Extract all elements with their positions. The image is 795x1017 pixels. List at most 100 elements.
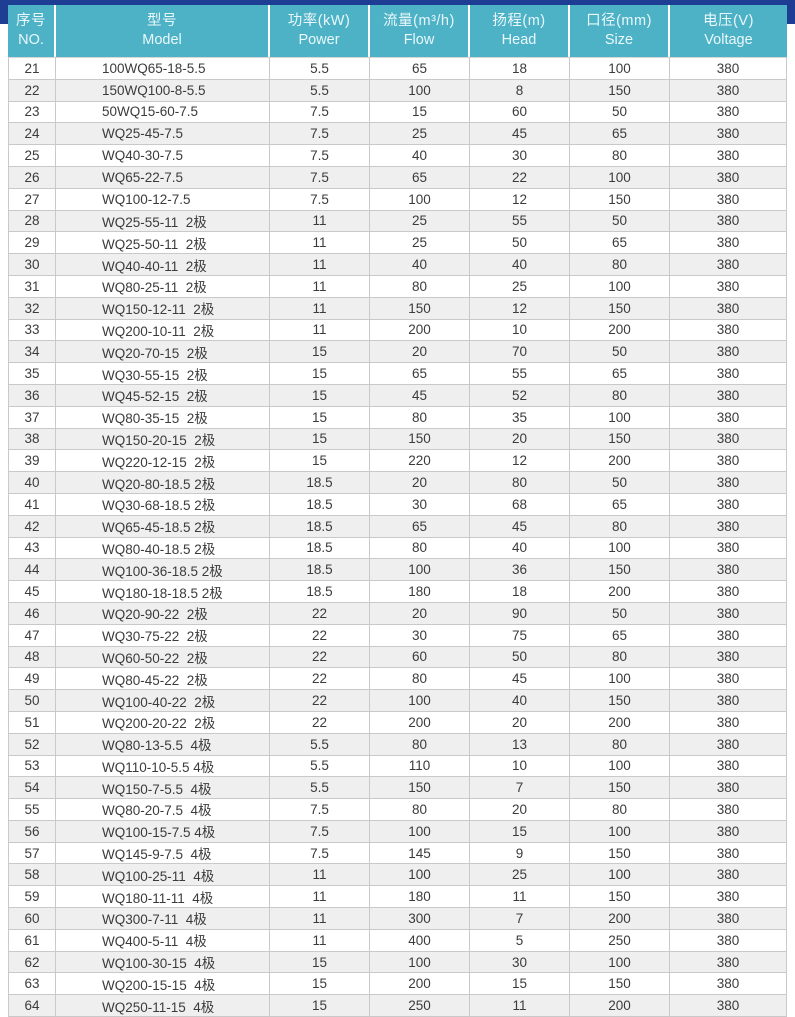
cell-size: 150: [570, 559, 670, 582]
cell-model: WQ80-13-5.5 4极: [56, 733, 270, 756]
cell-size: 150: [570, 297, 670, 320]
cell-no: 34: [8, 341, 56, 364]
table-row: 39 WQ220-12-15 2极 15 220 12 200 380: [8, 450, 787, 473]
cell-no: 40: [8, 472, 56, 494]
cell-voltage: 380: [670, 341, 787, 364]
cell-flow: 80: [370, 733, 470, 756]
cell-power: 22: [270, 602, 370, 625]
column-header-voltage-en: Voltage: [704, 32, 753, 48]
cell-head: 30: [470, 951, 570, 974]
cell-flow: 100: [370, 559, 470, 582]
cell-model: WQ25-45-7.5: [56, 123, 270, 146]
cell-voltage: 380: [670, 777, 787, 800]
cell-model: WQ65-22-7.5: [56, 166, 270, 189]
cell-flow: 145: [370, 842, 470, 865]
cell-flow: 30: [370, 493, 470, 516]
cell-model: WQ80-45-22 2极: [56, 668, 270, 691]
cell-power: 22: [270, 624, 370, 647]
cell-model: WQ145-9-7.5 4极: [56, 842, 270, 865]
cell-head: 7: [470, 908, 570, 930]
cell-model: WQ200-20-22 2极: [56, 711, 270, 734]
cell-voltage: 380: [670, 472, 787, 494]
cell-flow: 20: [370, 602, 470, 625]
cell-flow: 80: [370, 799, 470, 821]
cell-size: 100: [570, 57, 670, 80]
cell-power: 5.5: [270, 733, 370, 756]
cell-size: 150: [570, 690, 670, 712]
cell-power: 11: [270, 232, 370, 255]
cell-model: WQ20-80-18.5 2极: [56, 472, 270, 494]
table-row: 61 WQ400-5-11 4极 11 400 5 250 380: [8, 929, 787, 952]
column-header-voltage-cn: 电压(V): [703, 13, 754, 29]
cell-power: 15: [270, 428, 370, 451]
cell-voltage: 380: [670, 646, 787, 669]
cell-model: WQ400-5-11 4极: [56, 929, 270, 952]
cell-model: 50WQ15-60-7.5: [56, 101, 270, 124]
cell-voltage: 380: [670, 886, 787, 909]
cell-voltage: 380: [670, 537, 787, 560]
cell-flow: 150: [370, 777, 470, 800]
cell-flow: 20: [370, 472, 470, 494]
cell-power: 11: [270, 254, 370, 276]
cell-head: 22: [470, 166, 570, 189]
table-row: 45 WQ180-18-18.5 2极 18.5 180 18 200 380: [8, 581, 787, 603]
cell-model: WQ110-10-5.5 4极: [56, 755, 270, 778]
cell-no: 38: [8, 428, 56, 451]
cell-flow: 220: [370, 450, 470, 473]
cell-flow: 80: [370, 406, 470, 429]
cell-head: 11: [470, 995, 570, 1017]
cell-model: WQ180-11-11 4极: [56, 886, 270, 909]
table-row: 37 WQ80-35-15 2极 15 80 35 100 380: [8, 406, 787, 429]
cell-head: 20: [470, 799, 570, 821]
cell-size: 80: [570, 145, 670, 167]
table-row: 21 100WQ65-18-5.5 5.5 65 18 100 380: [8, 57, 787, 80]
cell-size: 50: [570, 341, 670, 364]
cell-model: WQ100-12-7.5: [56, 188, 270, 211]
cell-power: 7.5: [270, 799, 370, 821]
cell-flow: 65: [370, 363, 470, 385]
cell-model: WQ45-52-15 2极: [56, 384, 270, 407]
cell-voltage: 380: [670, 755, 787, 778]
cell-model: WQ100-15-7.5 4极: [56, 820, 270, 843]
cell-head: 52: [470, 384, 570, 407]
column-header-model: 型号 Model: [56, 5, 270, 57]
cell-no: 35: [8, 363, 56, 385]
table-row: 50 WQ100-40-22 2极 22 100 40 150 380: [8, 690, 787, 712]
cell-flow: 25: [370, 232, 470, 255]
cell-no: 55: [8, 799, 56, 821]
cell-voltage: 380: [670, 428, 787, 451]
cell-power: 15: [270, 384, 370, 407]
cell-voltage: 380: [670, 275, 787, 298]
cell-model: WQ80-40-18.5 2极: [56, 537, 270, 560]
table-row: 56 WQ100-15-7.5 4极 7.5 100 15 100 380: [8, 820, 787, 843]
cell-no: 27: [8, 188, 56, 211]
cell-flow: 30: [370, 624, 470, 647]
cell-no: 56: [8, 820, 56, 843]
table-row: 58 WQ100-25-11 4极 11 100 25 100 380: [8, 864, 787, 887]
cell-power: 5.5: [270, 755, 370, 778]
column-header-power-en: Power: [298, 32, 340, 48]
cell-model: WQ100-30-15 4极: [56, 951, 270, 974]
cell-model: WQ150-12-11 2极: [56, 297, 270, 320]
cell-voltage: 380: [670, 232, 787, 255]
cell-flow: 100: [370, 79, 470, 102]
cell-size: 65: [570, 363, 670, 385]
cell-power: 15: [270, 973, 370, 996]
cell-size: 80: [570, 515, 670, 538]
cell-model: WQ65-45-18.5 2极: [56, 515, 270, 538]
cell-voltage: 380: [670, 406, 787, 429]
cell-head: 50: [470, 646, 570, 669]
cell-voltage: 380: [670, 363, 787, 385]
cell-size: 50: [570, 602, 670, 625]
cell-no: 30: [8, 254, 56, 276]
cell-power: 7.5: [270, 123, 370, 146]
column-header-size-cn: 口径(mm): [586, 13, 652, 29]
cell-flow: 15: [370, 101, 470, 124]
cell-flow: 200: [370, 319, 470, 342]
cell-size: 150: [570, 79, 670, 102]
cell-flow: 40: [370, 145, 470, 167]
cell-size: 80: [570, 254, 670, 276]
cell-voltage: 380: [670, 908, 787, 930]
cell-no: 37: [8, 406, 56, 429]
table-row: 55 WQ80-20-7.5 4极 7.5 80 20 80 380: [8, 799, 787, 821]
